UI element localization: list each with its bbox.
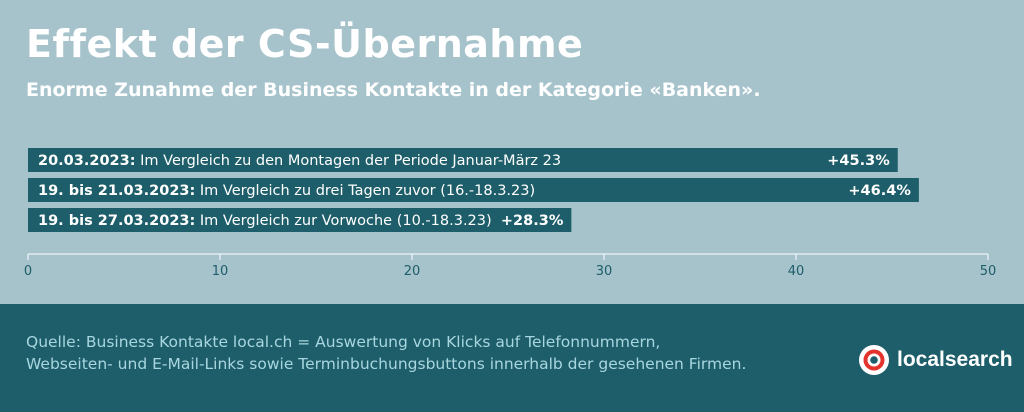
- chart-subtitle: Enorme Zunahme der Business Kontakte in …: [26, 79, 761, 101]
- x-tick-label: 0: [24, 264, 32, 279]
- logo-text: localsearch: [897, 348, 1013, 371]
- x-tick-label: 40: [788, 264, 805, 279]
- bar: [28, 178, 919, 202]
- chart-title: Effekt der CS-Übernahme: [26, 22, 584, 66]
- bar-category-label: 20.03.2023: Im Vergleich zu den Montagen…: [38, 153, 561, 169]
- bar: [28, 148, 898, 172]
- bar: [28, 208, 572, 232]
- x-tick-label: 30: [596, 264, 613, 279]
- localsearch-logo: localsearch: [858, 344, 1013, 376]
- bar-data-label: +45.3%: [827, 153, 890, 169]
- localsearch-logo-icon: [859, 345, 889, 375]
- bar-chart: 0 10 20 30 40 50 20.03.2023: Im Vergleich zu d…: [24, 148, 997, 279]
- bar-category-label: 19. bis 27.03.2023: Im Vergleich zur Vor…: [38, 213, 492, 229]
- source-line-2: Webseiten- und E-Mail-Links sowie Termin…: [26, 355, 747, 373]
- x-tick-label: 20: [404, 264, 421, 279]
- x-tick-label: 50: [980, 264, 997, 279]
- footer: [0, 304, 1024, 412]
- bar-category-label: 19. bis 21.03.2023: Im Vergleich zu drei…: [38, 183, 535, 199]
- bar-data-label: +46.4%: [848, 183, 911, 199]
- bar-data-label: +28.3%: [501, 213, 564, 229]
- x-tick-label: 10: [212, 264, 229, 279]
- source-line-1: Quelle: Business Kontakte local.ch = Aus…: [26, 333, 661, 351]
- source-note: Quelle: Business Kontakte local.ch = Aus…: [26, 331, 826, 375]
